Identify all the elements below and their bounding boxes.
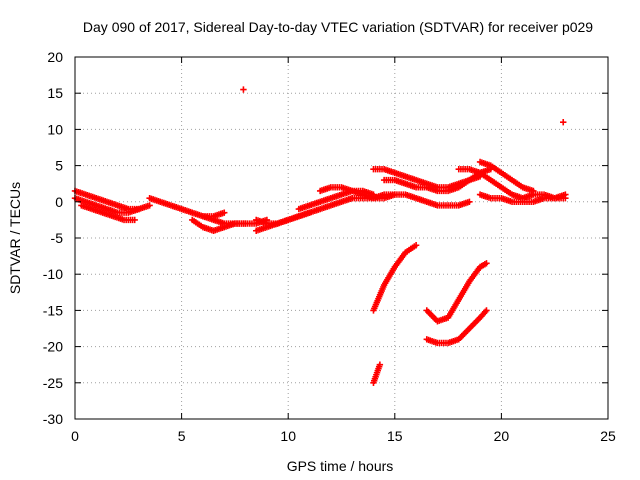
x-tick-label: 25 [600, 428, 616, 444]
series-arc-20 [423, 307, 490, 347]
x-tick-label: 0 [71, 428, 79, 444]
x-tick-label: 15 [387, 428, 403, 444]
y-tick-label: 0 [55, 194, 63, 210]
data-point [135, 205, 143, 213]
data-point [562, 194, 569, 202]
series-arc-16 [476, 191, 569, 205]
series-arc-03 [78, 202, 138, 224]
data-point [221, 209, 228, 216]
data-point [483, 307, 490, 314]
y-axis-label: SDTVAR / TECUs [7, 182, 23, 294]
x-tick-label: 5 [178, 428, 186, 444]
y-tick-label: 20 [47, 49, 63, 65]
y-tick-label: 5 [55, 158, 63, 174]
series-arc-18 [370, 361, 384, 386]
series-arc-08 [253, 194, 356, 227]
data-point [412, 242, 420, 249]
data-point [240, 86, 247, 93]
y-tick-label: -5 [51, 230, 64, 246]
data-point [560, 118, 567, 126]
gridlines [75, 57, 608, 419]
series-arc-17 [370, 242, 420, 314]
data-point [483, 260, 490, 267]
series-outliers [240, 86, 567, 126]
data-point [146, 202, 153, 209]
data-point [376, 361, 384, 368]
axis-ticks: 0 5 10 15 20 25 -30 -25 -20 -15 -10 -5 0 5 10 15 20 [43, 49, 616, 444]
series-arc-19 [423, 260, 490, 325]
series-arc-04 [146, 194, 228, 220]
x-tick-label: 20 [494, 428, 510, 444]
chart-title: Day 090 of 2017, Sidereal Day-to-day VTE… [83, 19, 593, 35]
series-arc-11 [348, 191, 473, 209]
plot-frame [74, 56, 609, 420]
y-tick-label: 15 [47, 85, 63, 101]
y-tick-label: -10 [43, 266, 63, 282]
y-tick-label: 10 [47, 121, 63, 137]
x-tick-label: 10 [280, 428, 296, 444]
series-arc-14 [455, 166, 569, 202]
y-tick-label: -15 [43, 302, 63, 318]
data-point [131, 216, 138, 224]
y-tick-label: -25 [43, 375, 63, 391]
data-point [466, 198, 473, 205]
data-point [530, 187, 537, 195]
series-arc-02 [71, 194, 143, 216]
series-arc-15 [476, 158, 537, 195]
y-tick-label: -20 [43, 339, 63, 355]
x-axis-label: GPS time / hours [287, 458, 394, 474]
data-points [71, 86, 569, 386]
y-tick-label: -30 [43, 411, 63, 427]
